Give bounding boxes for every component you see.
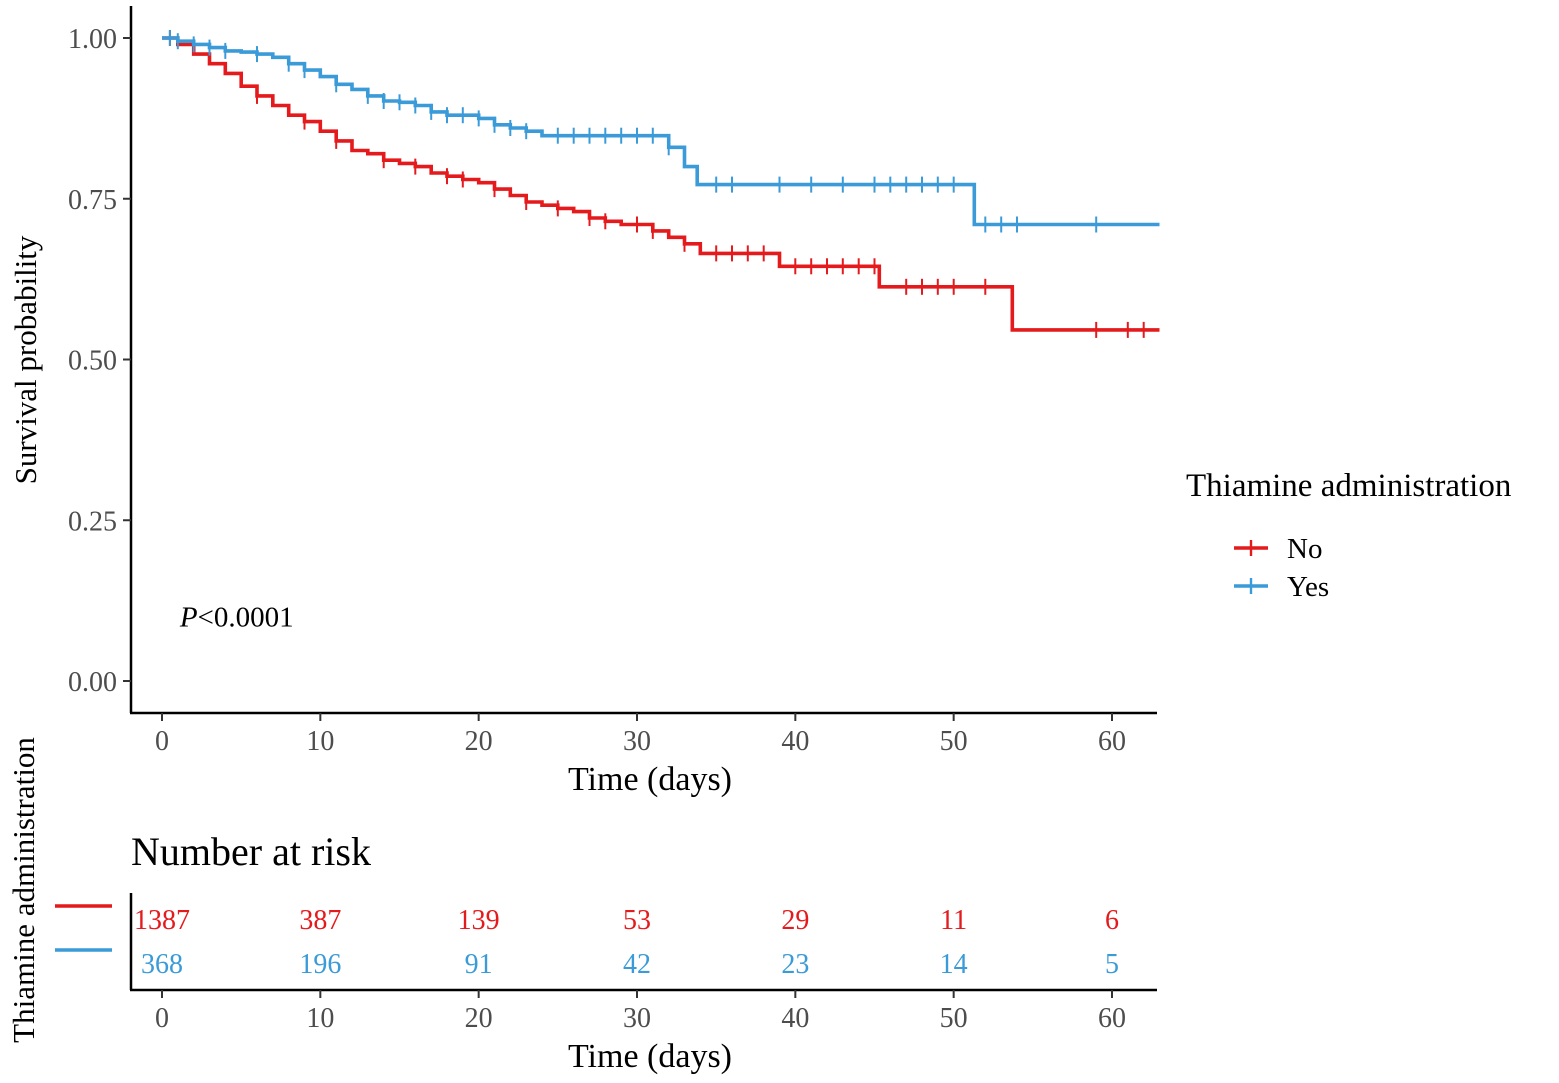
legend-label-yes: Yes <box>1287 571 1329 603</box>
risk-table-x-axis-title: Time (days) <box>568 1038 732 1075</box>
y-tick-label: 0.25 <box>68 506 117 537</box>
risk-table-title: Number at risk <box>131 829 371 874</box>
x-tick-label: 20 <box>465 1003 493 1034</box>
y-axis-ticks: 0.00 0.25 0.50 0.75 1.00 <box>68 24 131 698</box>
y-tick-label: 0.75 <box>68 185 117 216</box>
x-tick-label: 0 <box>155 726 169 757</box>
x-tick-label: 40 <box>781 1003 809 1034</box>
y-tick-label: 1.00 <box>68 24 117 55</box>
survival-plot: 0.00 0.25 0.50 0.75 1.00 0 10 20 30 40 50 60 Survi… <box>8 6 1160 798</box>
x-tick-label: 10 <box>306 1003 334 1034</box>
risk-value-yes: 42 <box>623 949 651 980</box>
p-value-symbol: P <box>179 602 198 634</box>
risk-value-no: 387 <box>299 905 341 936</box>
risk-value-yes: 23 <box>781 949 809 980</box>
risk-value-no: 6 <box>1105 905 1119 936</box>
survival-curve-no <box>162 36 1160 332</box>
risk-value-no: 139 <box>458 905 500 936</box>
x-axis-ticks: 0 10 20 30 40 50 60 <box>155 713 1126 757</box>
x-tick-label: 0 <box>155 1003 169 1034</box>
p-value-text: <0.0001 <box>198 602 294 634</box>
risk-value-yes: 91 <box>465 949 493 980</box>
y-tick-label: 0.00 <box>68 667 117 698</box>
x-tick-label: 40 <box>781 726 809 757</box>
p-value-annotation: P<0.0001 <box>179 602 294 634</box>
legend-title: Thiamine administration <box>1186 468 1511 504</box>
risk-value-yes: 14 <box>940 949 968 980</box>
y-axis-title: Survival probability <box>8 235 43 484</box>
x-tick-label: 30 <box>623 726 651 757</box>
risk-value-no: 1387 <box>134 905 190 936</box>
risk-table-x-axis-ticks: 0 10 20 30 40 50 60 <box>155 990 1126 1034</box>
survival-curves <box>162 30 1160 338</box>
legend: Thiamine administration No Yes <box>1186 468 1511 603</box>
x-tick-label: 10 <box>306 726 334 757</box>
risk-value-no: 11 <box>940 905 967 936</box>
risk-value-no: 53 <box>623 905 651 936</box>
risk-table-y-title: Thiamine administration <box>6 737 41 1043</box>
x-tick-label: 50 <box>940 726 968 757</box>
risk-value-yes: 368 <box>141 949 183 980</box>
legend-label-no: No <box>1287 533 1322 565</box>
y-tick-label: 0.50 <box>68 346 117 377</box>
number-at-risk-table: Number at risk Thiamine administration 1… <box>6 737 1157 1075</box>
x-tick-label: 30 <box>623 1003 651 1034</box>
risk-table-rows: 1387 387 139 53 29 11 6 368 196 91 42 23 14 5 <box>55 904 1119 980</box>
risk-value-no: 29 <box>781 905 809 936</box>
x-tick-label: 60 <box>1098 726 1126 757</box>
x-tick-label: 60 <box>1098 1003 1126 1034</box>
x-axis-title: Time (days) <box>568 761 732 798</box>
x-tick-label: 50 <box>940 1003 968 1034</box>
risk-value-yes: 5 <box>1105 949 1119 980</box>
legend-items: No Yes <box>1234 533 1329 603</box>
risk-value-yes: 196 <box>299 949 341 980</box>
survival-curve-yes <box>162 36 1160 227</box>
x-tick-label: 20 <box>465 726 493 757</box>
